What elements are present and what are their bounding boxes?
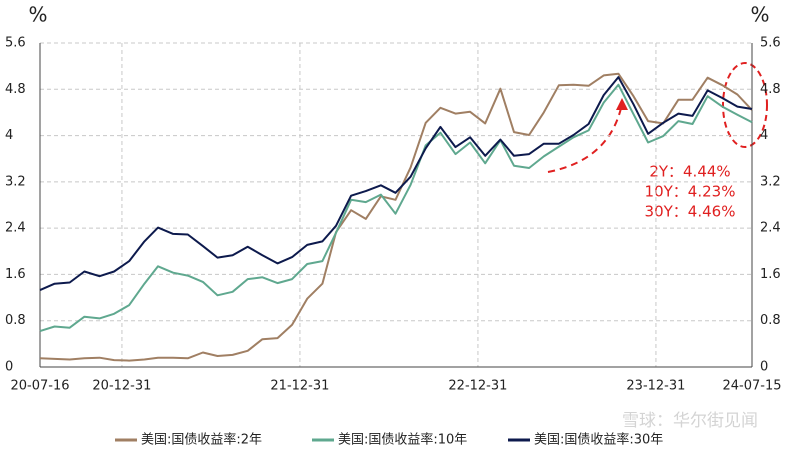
y2-tick-label: 4.8	[760, 82, 781, 97]
legend-label: 美国:国债收益率:30年	[534, 432, 663, 448]
y-tick-label: 4.8	[5, 82, 26, 97]
y-tick-label: 3.2	[5, 174, 26, 189]
y-tick-label: 4	[5, 128, 13, 143]
y-tick-label: 1.6	[5, 267, 26, 282]
y-axis-label: %	[28, 3, 47, 27]
y2-tick-label: 1.6	[760, 267, 781, 282]
annotation: 10Y：4.23%	[645, 183, 736, 201]
series-line	[39, 72, 753, 362]
highlight-ellipse	[722, 62, 768, 148]
x-tick-label: 20-07-16	[10, 379, 69, 394]
arrow	[547, 103, 623, 173]
y2-tick-label: 2.4	[760, 221, 781, 236]
y2-tick-label: 3.2	[760, 174, 781, 189]
annotation: 2Y：4.44%	[649, 163, 730, 181]
x-tick-label: 21-12-31	[270, 379, 329, 394]
y2-tick-label: 5.6	[760, 36, 781, 51]
legend-label: 美国:国债收益率:10年	[338, 432, 467, 448]
series-line	[39, 76, 753, 292]
series-line	[39, 83, 753, 333]
y2-tick-label: 0	[760, 360, 768, 375]
y-tick-label: 0	[5, 360, 13, 375]
x-tick-label: 20-12-31	[92, 379, 151, 394]
watermark: 雪球：华尔街见闻	[622, 411, 758, 431]
y2-tick-label: 4	[760, 128, 768, 143]
x-tick-label: 23-12-31	[626, 379, 685, 394]
annotation: 30Y：4.46%	[645, 203, 736, 221]
y-tick-label: 2.4	[5, 221, 26, 236]
x-tick-label: 22-12-31	[448, 379, 507, 394]
legend-label: 美国:国债收益率:2年	[141, 432, 262, 448]
y-tick-label: 5.6	[5, 36, 26, 51]
arrow-head	[616, 98, 628, 110]
y-tick-label: 0.8	[5, 313, 26, 328]
y2-tick-label: 0.8	[760, 313, 781, 328]
y2-axis-label: %	[750, 3, 769, 27]
x-tick-label: 24-07-15	[722, 379, 781, 394]
